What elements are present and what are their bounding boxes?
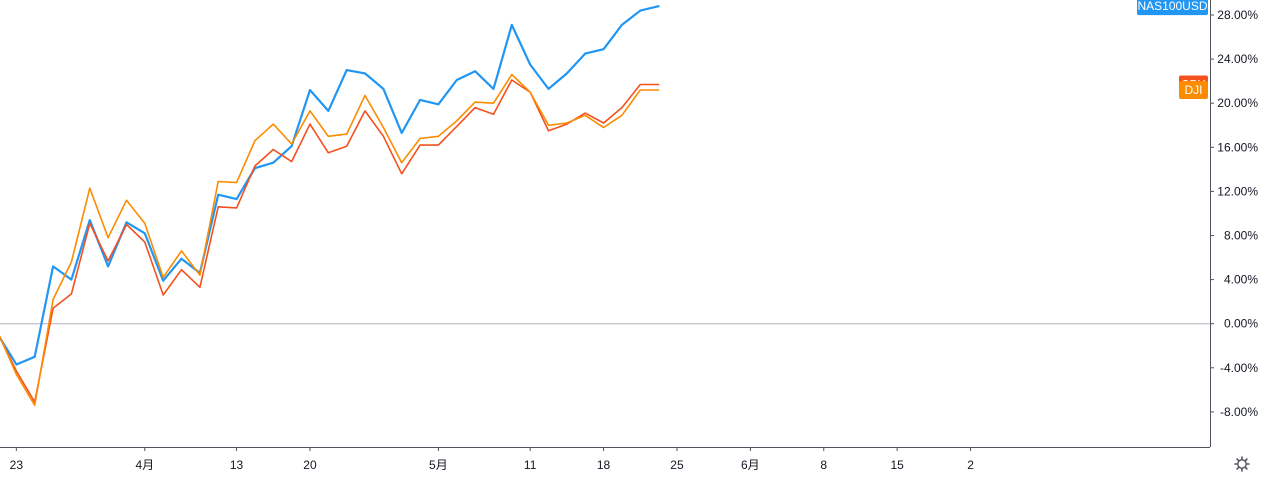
x-tick-label: 4月	[135, 458, 154, 472]
x-tick-label: 6月	[741, 458, 760, 472]
y-tick-label: -8.00%	[1220, 405, 1258, 419]
y-tick-label: 4.00%	[1224, 273, 1258, 287]
y-tick-label: 8.00%	[1224, 229, 1258, 243]
gear-icon[interactable]	[1234, 456, 1250, 472]
chart-settings-button[interactable]	[1234, 456, 1250, 472]
y-tick-label: 0.00%	[1224, 317, 1258, 331]
series-line-nas100usd[interactable]	[0, 5, 660, 366]
axis-layer: 28.00%24.00%20.00%16.00%12.00%8.00%4.00%…	[0, 0, 1258, 472]
badge-label-dji: DJI	[1185, 83, 1203, 97]
x-tick-label: 25	[670, 458, 684, 472]
x-tick-label: 23	[10, 458, 24, 472]
x-tick-label: 2	[967, 458, 974, 472]
badge-nas100usd	[1137, 0, 1208, 16]
series-line-dji[interactable]	[0, 73, 660, 407]
y-tick-label: 24.00%	[1217, 52, 1258, 66]
y-tick-label: 28.00%	[1217, 8, 1258, 22]
badge-dji	[1179, 80, 1208, 99]
x-tick-label: 13	[230, 458, 244, 472]
y-tick-label: 16.00%	[1217, 140, 1258, 154]
x-tick-label: 11	[524, 458, 537, 472]
y-tick-label: 20.00%	[1217, 96, 1258, 110]
badge-label-nas100usd: NAS100USD	[1137, 0, 1207, 13]
x-tick-label: 8	[820, 458, 827, 472]
x-tick-label: 20	[303, 458, 317, 472]
series-layer	[0, 5, 660, 407]
series-line-spx[interactable]	[0, 79, 660, 403]
x-tick-label: 18	[597, 458, 611, 472]
x-tick-label: 15	[890, 458, 904, 472]
x-tick-label: 5月	[429, 458, 448, 472]
y-tick-label: 12.00%	[1217, 184, 1258, 198]
legend-badges: NAS100USDSPXDJI	[1137, 0, 1208, 99]
y-tick-label: -4.00%	[1220, 361, 1258, 375]
